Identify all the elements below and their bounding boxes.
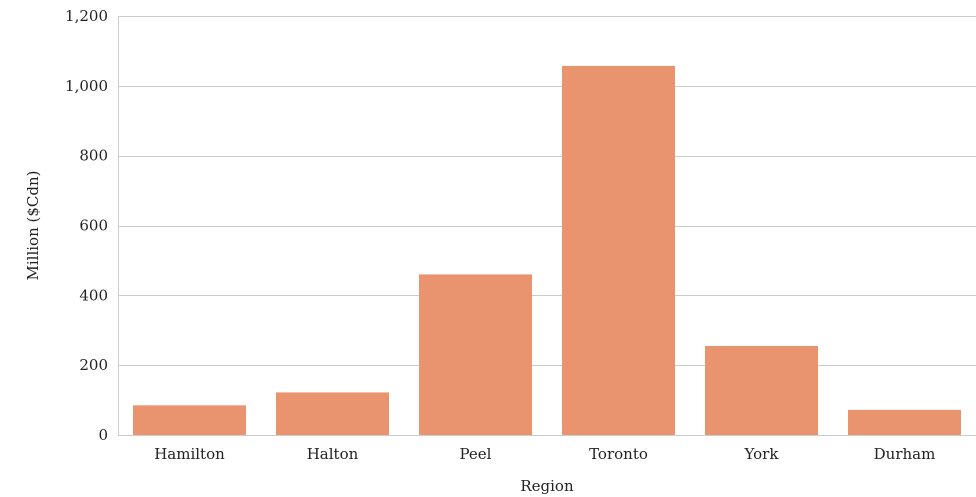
bar-york	[705, 345, 818, 435]
y-tick-labels: 0 200 400 600 800 1,000 1,200	[65, 7, 108, 444]
y-tick-label: 800	[79, 147, 108, 165]
bar-toronto	[562, 65, 675, 435]
bar-halton	[276, 392, 389, 435]
x-tick-label: Peel	[460, 445, 492, 463]
x-tick-label: Durham	[874, 445, 936, 463]
x-tick-label: York	[744, 445, 780, 463]
y-tick-label: 0	[98, 426, 108, 444]
x-tick-labels: Hamilton Halton Peel Toronto York Durham	[154, 445, 935, 463]
y-tick-label: 200	[79, 356, 108, 374]
x-tick-label: Halton	[307, 445, 359, 463]
bar-peel	[419, 274, 532, 435]
bars	[133, 65, 961, 435]
bar-hamilton	[133, 405, 246, 435]
x-tick-label: Hamilton	[154, 445, 225, 463]
x-axis-title: Region	[520, 477, 574, 495]
bar-durham	[848, 409, 961, 435]
x-tick-label: Toronto	[589, 445, 648, 463]
y-tick-label: 1,200	[65, 7, 108, 25]
y-tick-label: 1,000	[65, 77, 108, 95]
y-tick-label: 600	[79, 217, 108, 235]
y-axis-title: Million ($Cdn)	[24, 171, 42, 281]
y-tick-label: 400	[79, 286, 108, 304]
grid-lines	[118, 16, 976, 436]
